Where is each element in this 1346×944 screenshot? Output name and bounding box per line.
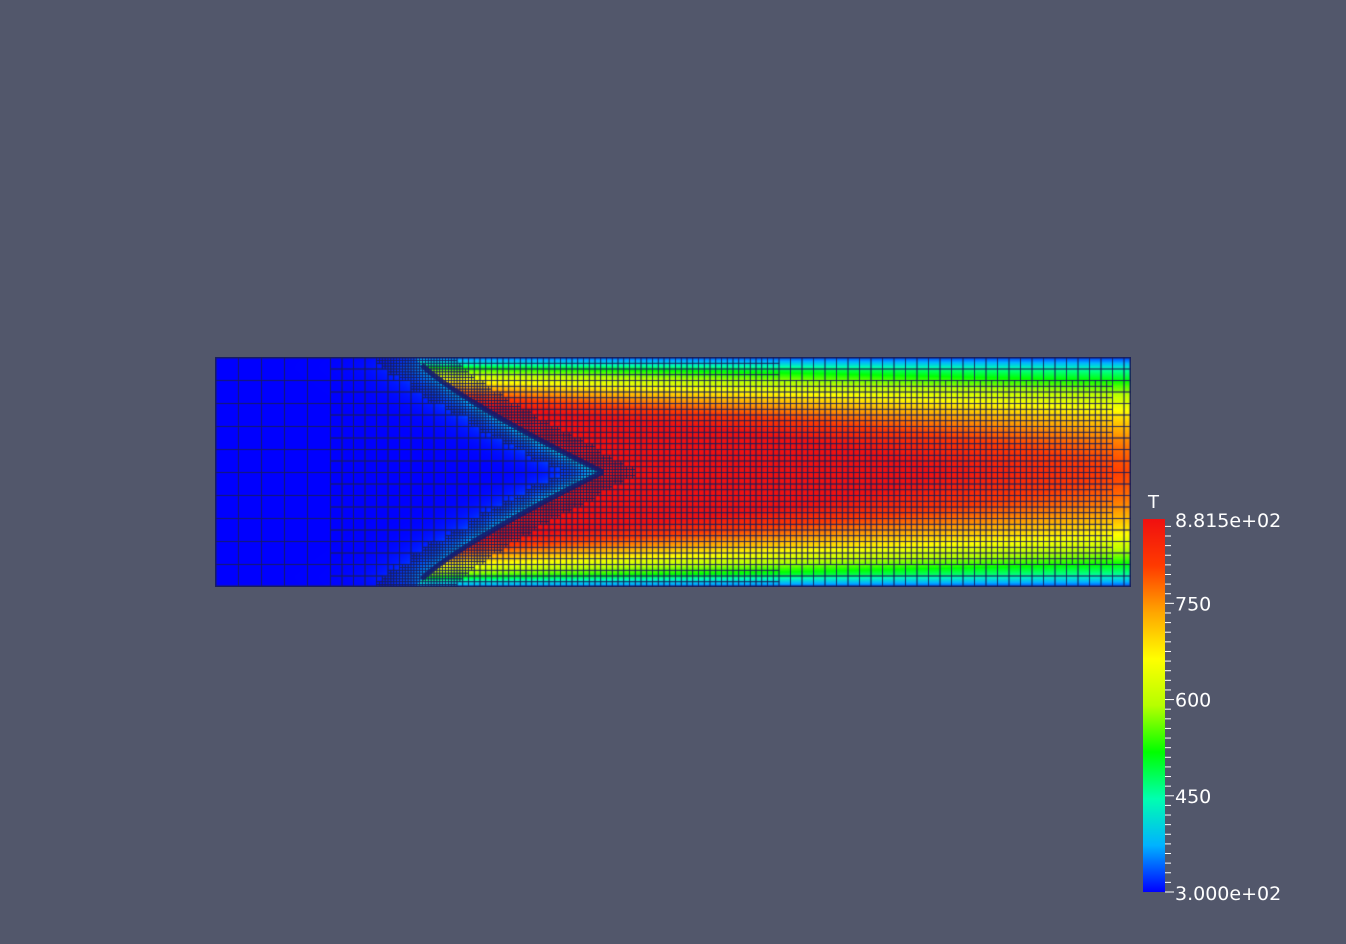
- scalar-bar-tick-label: 750: [1175, 593, 1211, 615]
- scalar-bar-max-label: 8.815e+02: [1175, 510, 1281, 532]
- scalar-bar-gradient: [1143, 519, 1165, 892]
- scalar-bar-ticks: [1165, 525, 1174, 893]
- temperature-field-mesh[interactable]: [215, 357, 1131, 587]
- scalar-bar-title: T: [1147, 492, 1160, 513]
- scalar-bar-min-label: 3.000e+02: [1175, 883, 1281, 905]
- scalar-bar-tick-label: 600: [1175, 690, 1211, 712]
- scalar-bar-tick-label: 450: [1175, 786, 1211, 808]
